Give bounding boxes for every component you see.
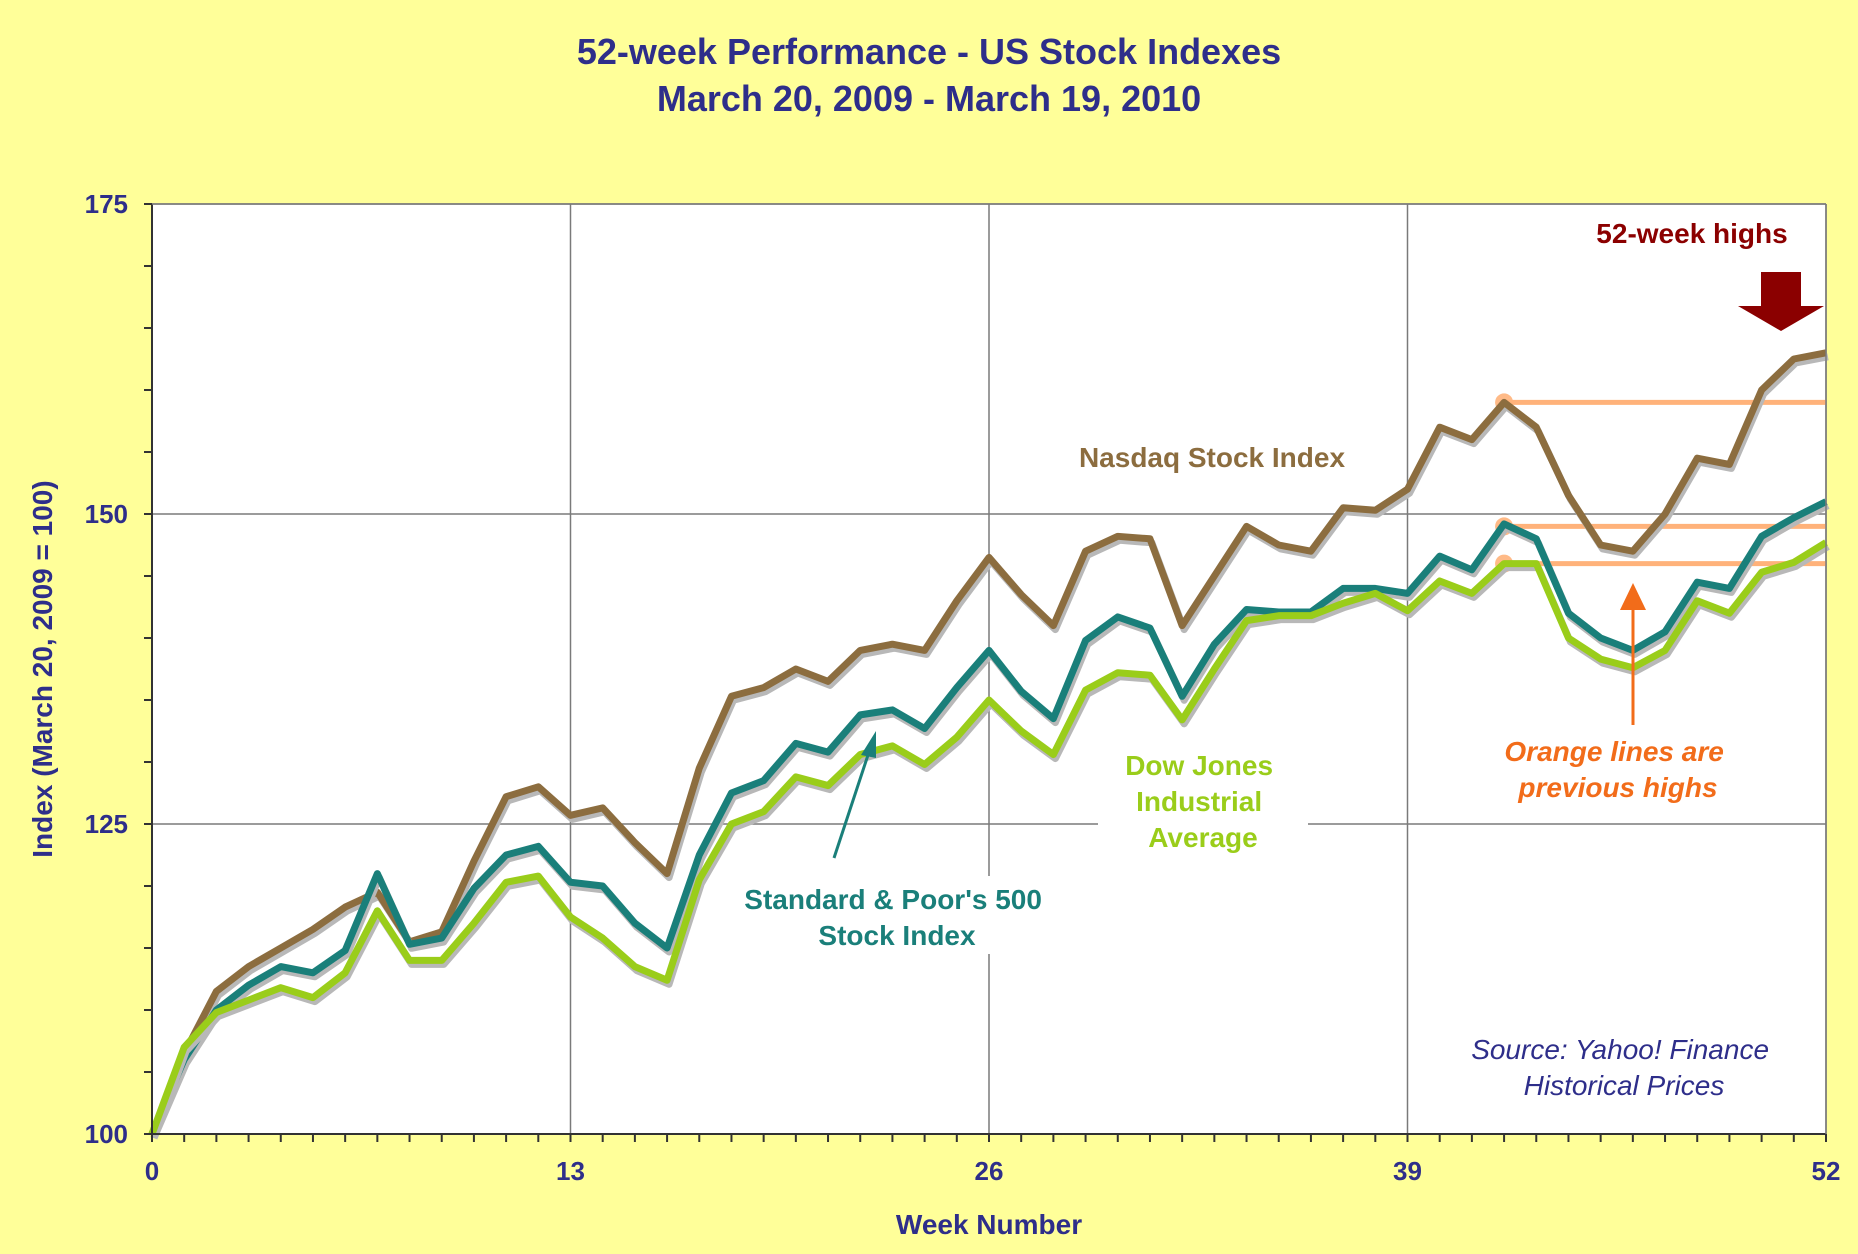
y-tick-label-125: 125 bbox=[85, 809, 128, 839]
y-tick-label-150: 150 bbox=[85, 499, 128, 529]
sp500-label-line-2: Stock Index bbox=[818, 920, 976, 951]
x-tick-label-0: 0 bbox=[145, 1156, 159, 1186]
dow-label-line-1: Dow Jones bbox=[1125, 750, 1273, 781]
series-lines bbox=[148, 349, 1830, 1140]
sp500-label-bg bbox=[728, 876, 1072, 954]
sp500-pointer-arrowhead-icon bbox=[861, 731, 876, 758]
dow-label-line-2: Industrial bbox=[1136, 786, 1262, 817]
dow-label-line-3: Average bbox=[1148, 822, 1257, 853]
sp500-label: Standard & Poor's 500 Stock Index bbox=[744, 884, 1049, 951]
y-tick-label-175: 175 bbox=[85, 189, 128, 219]
dow-label: Dow Jones Industrial Average bbox=[1125, 750, 1281, 853]
highs-label: 52-week highs bbox=[1596, 218, 1787, 249]
orange-note-line-2: previous highs bbox=[1517, 772, 1717, 803]
y-axis-label: Index (March 20, 2009 = 100) bbox=[27, 480, 58, 857]
orange-note: Orange lines are previous highs bbox=[1504, 736, 1731, 803]
series-line-1 bbox=[148, 498, 1828, 1136]
x-tick-label-26: 26 bbox=[975, 1156, 1004, 1186]
source-note: Source: Yahoo! Finance Historical Prices bbox=[1471, 1034, 1777, 1101]
sp500-label-line-1: Standard & Poor's 500 bbox=[744, 884, 1042, 915]
dow-label-bg bbox=[1098, 744, 1308, 852]
series-line-0 bbox=[148, 349, 1827, 1136]
source-note-line-1: Source: Yahoo! Finance bbox=[1471, 1034, 1769, 1065]
x-tick-label-13: 13 bbox=[556, 1156, 585, 1186]
x-tick-label-52: 52 bbox=[1812, 1156, 1841, 1186]
nasdaq-label: Nasdaq Stock Index bbox=[1079, 442, 1346, 473]
orange-note-line-1: Orange lines are bbox=[1504, 736, 1723, 767]
axes bbox=[144, 203, 1827, 1142]
sp500-pointer-line bbox=[832, 751, 871, 859]
series-line-2 bbox=[148, 539, 1828, 1136]
tick-labels: 100 125 150 175 0 13 26 39 52 bbox=[85, 189, 1841, 1186]
x-axis-label: Week Number bbox=[896, 1209, 1082, 1240]
y-tick-label-100: 100 bbox=[85, 1119, 128, 1149]
chart-title: 52-week Performance - US Stock Indexes bbox=[577, 31, 1281, 72]
orange-note-arrowhead-icon bbox=[1620, 583, 1646, 610]
chart-subtitle: March 20, 2009 - March 19, 2010 bbox=[657, 78, 1201, 119]
x-tick-label-39: 39 bbox=[1393, 1156, 1422, 1186]
highs-arrow-icon bbox=[1738, 272, 1824, 331]
source-note-line-2: Historical Prices bbox=[1524, 1070, 1725, 1101]
